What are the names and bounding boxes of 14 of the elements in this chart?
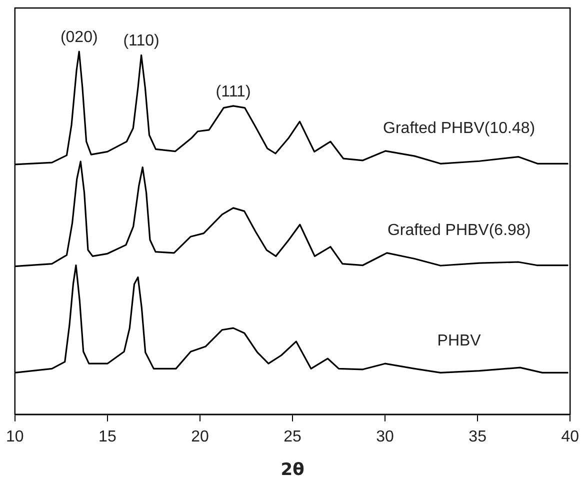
x-tick-label: 20: [191, 428, 209, 446]
x-tick-label: 35: [468, 428, 487, 446]
annotation: (111): [216, 83, 251, 100]
x-tick-label: 10: [6, 428, 24, 446]
annotation: (110): [123, 32, 160, 50]
x-tick-label: 30: [376, 428, 394, 446]
x-tick-label: 25: [284, 428, 302, 446]
x-tick-label: 40: [561, 428, 580, 446]
series-label: PHBV: [437, 332, 482, 350]
annotation: (020): [60, 28, 98, 46]
series-label: Grafted PHBV(6.98): [387, 222, 531, 239]
x-axis-title: 2θ: [280, 460, 304, 480]
series-label: Grafted PHBV(10.48): [383, 120, 536, 137]
x-tick-label: 15: [98, 428, 116, 446]
